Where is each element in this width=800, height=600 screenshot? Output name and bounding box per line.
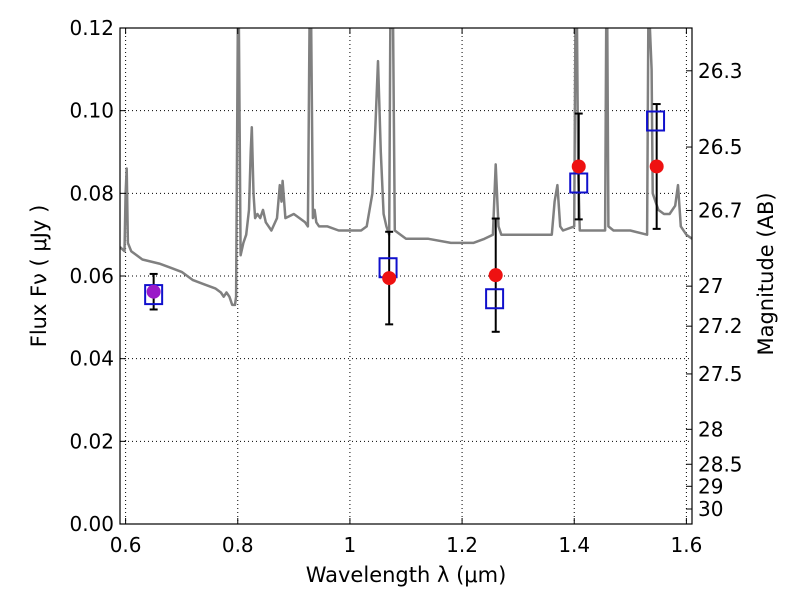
y-tick-label: 0.04 xyxy=(69,347,114,371)
observed-point xyxy=(488,268,503,283)
x-tick-label: 1.4 xyxy=(558,533,590,557)
model-spectrum-layer xyxy=(120,28,692,307)
mag-tick-label: 30 xyxy=(698,497,723,521)
mag-tick-label: 26.5 xyxy=(698,135,743,159)
y-tick-label: 0.02 xyxy=(69,429,114,453)
errorbar-layer xyxy=(149,103,661,333)
x-tick-label: 1.2 xyxy=(446,533,478,557)
tick-layer: 0.6 0.8 1 1.2 1.4 1.6 0.00 0.02 0.04 0.06 0.08 0.10… xyxy=(69,16,742,557)
observed-point-layer xyxy=(146,159,664,299)
observed-point xyxy=(146,284,161,299)
model-band-layer xyxy=(144,110,666,310)
y2-axis-label: Magnitude (AB) xyxy=(754,192,778,355)
mag-tick-label: 27.2 xyxy=(698,314,743,338)
y-tick-label: 0.06 xyxy=(69,264,114,288)
model-band-square xyxy=(646,110,666,132)
y-tick-label: 0.08 xyxy=(69,181,114,205)
mag-tick-label: 28 xyxy=(698,417,723,441)
mag-tick-label: 26.7 xyxy=(698,198,743,222)
model-band-square xyxy=(485,288,505,310)
mag-tick-label: 27.5 xyxy=(698,362,743,386)
y-tick-label: 0.10 xyxy=(69,99,114,123)
x-tick-label: 0.6 xyxy=(110,533,142,557)
observed-point xyxy=(382,271,397,286)
x-axis-label: Wavelength λ (μm) xyxy=(306,563,507,587)
y-tick-label: 0.12 xyxy=(69,16,114,40)
model-band-square xyxy=(569,172,589,194)
x-tick-label: 1.6 xyxy=(670,533,702,557)
x-tick-label: 0.8 xyxy=(222,533,254,557)
model-spectrum-line xyxy=(120,28,692,307)
observed-point xyxy=(571,159,586,174)
observed-point xyxy=(649,159,664,174)
mag-tick-label: 29 xyxy=(698,474,723,498)
mag-tick-label: 28.5 xyxy=(698,452,743,476)
x-tick-label: 1 xyxy=(344,533,357,557)
mag-tick-label: 26.3 xyxy=(698,59,743,83)
y-axis-label: Flux Fν ( μJy ) xyxy=(27,205,51,348)
mag-tick-label: 27 xyxy=(698,274,723,298)
y-tick-label: 0.00 xyxy=(69,512,114,536)
